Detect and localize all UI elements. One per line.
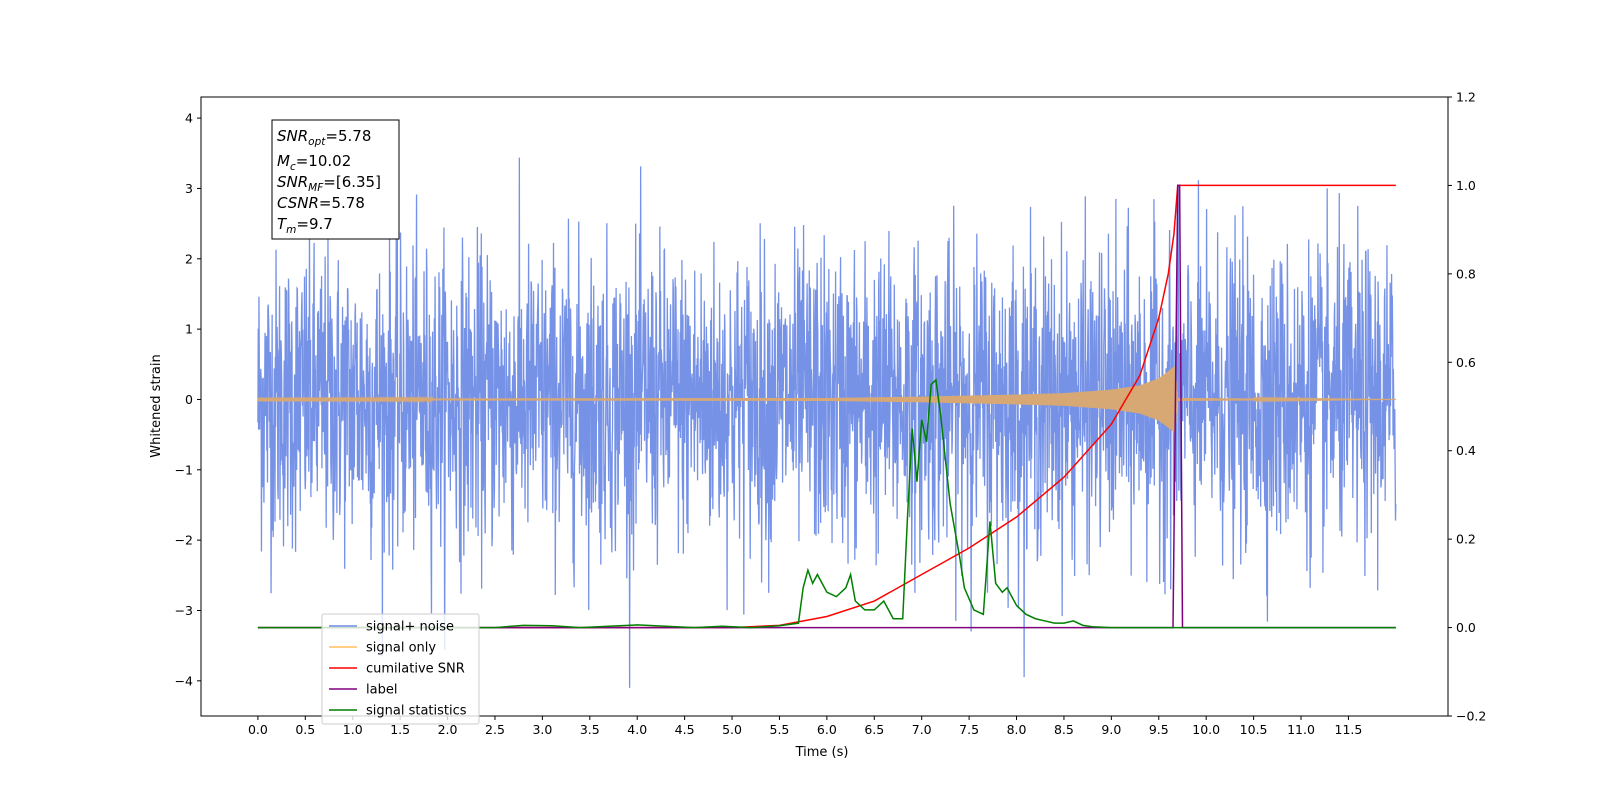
x-tick-label: 1.5 xyxy=(390,722,410,737)
svg-text:Mc=10.02: Mc=10.02 xyxy=(277,152,351,173)
snr-opt-value: =5.78 xyxy=(325,127,371,145)
x-axis: 0.0 0.5 1.0 1.5 2.0 2.5 3.0 3.5 4.0 4.5 5.0 5.5 6.0 6… xyxy=(248,716,1362,737)
y-tick-label: −4 xyxy=(175,673,193,688)
x-tick-label: 3.0 xyxy=(532,722,552,737)
x-tick-label: 11.5 xyxy=(1335,722,1363,737)
tm-value: =9.7 xyxy=(296,215,332,233)
csnr-value: =5.78 xyxy=(319,194,365,212)
plot-frame xyxy=(200,96,1449,717)
y-axis-right: 1.2 1.0 0.8 0.6 0.4 0.2 0.0 −0.2 xyxy=(1448,90,1486,724)
x-tick-label: 1.0 xyxy=(343,722,363,737)
y-tick-label: 2 xyxy=(185,251,193,266)
y-axis-label: Whitened strain xyxy=(149,354,164,457)
svg-text:CSNR=5.78: CSNR=5.78 xyxy=(277,194,365,212)
y2-tick-label: 0.0 xyxy=(1456,620,1476,635)
signal-statistics-line xyxy=(257,378,1396,629)
y-tick-label: 3 xyxy=(185,181,193,196)
snr-mf-value: =[6.35] xyxy=(323,173,381,191)
x-tick-label: 5.5 xyxy=(770,722,790,737)
y-tick-label: 0 xyxy=(185,392,193,407)
x-tick-label: 8.5 xyxy=(1054,722,1074,737)
svg-text:Tm=9.7: Tm=9.7 xyxy=(277,215,333,236)
x-tick-label: 0.5 xyxy=(295,722,315,737)
x-tick-label: 9.5 xyxy=(1149,722,1169,737)
legend-label: cumilative SNR xyxy=(366,662,465,677)
y2-tick-label: 0.2 xyxy=(1456,532,1476,547)
y2-tick-label: 1.2 xyxy=(1456,90,1476,105)
chirp-mass-value: =10.02 xyxy=(296,152,352,170)
x-tick-label: 2.0 xyxy=(438,722,458,737)
x-axis-label: Time (s) xyxy=(795,745,849,760)
y-tick-label: 4 xyxy=(185,111,193,126)
legend: signal+ noise signal only cumilative SNR la… xyxy=(321,613,480,725)
y-tick-label: −2 xyxy=(175,533,193,548)
x-tick-label: 10.0 xyxy=(1192,722,1220,737)
signal-noise-line xyxy=(257,157,1397,688)
x-tick-label: 6.0 xyxy=(817,722,837,737)
legend-label: label xyxy=(366,683,397,698)
y2-tick-label: 0.4 xyxy=(1456,443,1476,458)
y-tick-label: 1 xyxy=(185,322,193,337)
signal-only-series xyxy=(257,366,1396,434)
x-tick-label: 9.0 xyxy=(1101,722,1121,737)
signal-only-line xyxy=(257,366,1396,434)
x-tick-label: 8.0 xyxy=(1007,722,1027,737)
y2-tick-label: 1.0 xyxy=(1456,178,1476,193)
legend-label: signal statistics xyxy=(366,704,467,719)
x-tick-label: 7.0 xyxy=(912,722,932,737)
cumulative-snr-line xyxy=(257,184,1396,629)
x-tick-label: 6.5 xyxy=(864,722,884,737)
y2-tick-label: 0.8 xyxy=(1456,266,1476,281)
legend-label: signal+ noise xyxy=(366,620,454,635)
x-tick-label: 11.0 xyxy=(1287,722,1315,737)
svg-text:SNRMF=[6.35]: SNRMF=[6.35] xyxy=(277,173,381,194)
x-tick-label: 2.5 xyxy=(485,722,505,737)
x-tick-label: 4.5 xyxy=(675,722,695,737)
y2-tick-label: 0.6 xyxy=(1456,355,1476,370)
x-tick-label: 10.5 xyxy=(1240,722,1268,737)
y-tick-label: −3 xyxy=(175,603,193,618)
y-axis-left: 4 3 2 1 0 −1 −2 −3 −4 xyxy=(175,111,201,688)
y-tick-label: −1 xyxy=(175,462,193,477)
x-tick-label: 0.0 xyxy=(248,722,268,737)
signal-noise-series xyxy=(257,157,1397,688)
x-tick-label: 3.5 xyxy=(580,722,600,737)
svg-text:SNRopt=5.78: SNRopt=5.78 xyxy=(277,127,371,148)
y2-tick-label: −0.2 xyxy=(1456,709,1486,724)
legend-label: signal only xyxy=(366,641,436,656)
annotation-box: SNRopt=5.78 Mc=10.02 SNRMF=[6.35] CSNR=5… xyxy=(271,119,400,240)
x-tick-label: 7.5 xyxy=(959,722,979,737)
x-tick-label: 5.0 xyxy=(722,722,742,737)
x-tick-label: 4.0 xyxy=(627,722,647,737)
